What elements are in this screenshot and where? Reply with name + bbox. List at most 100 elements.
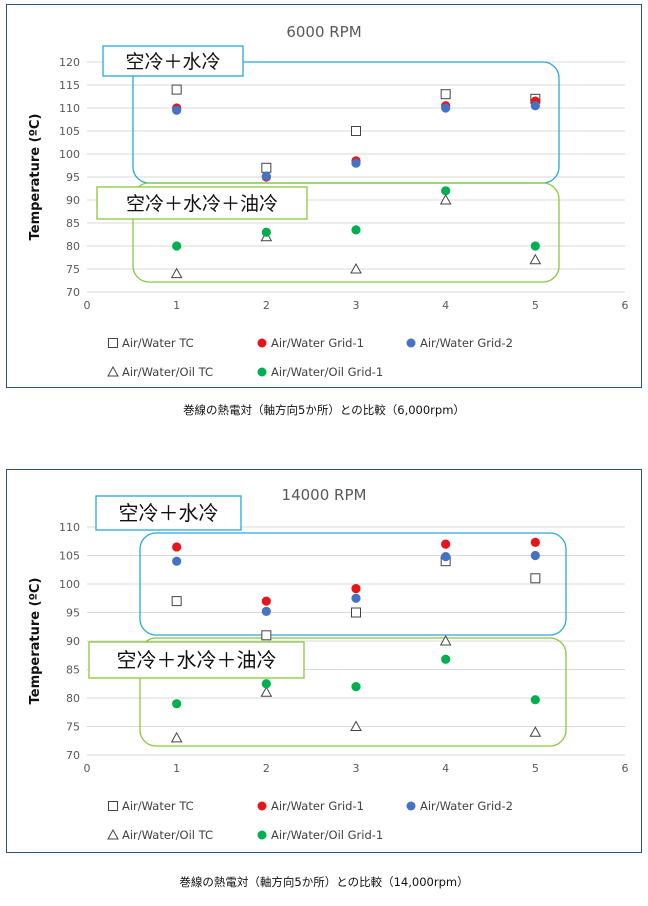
data-point <box>172 699 182 709</box>
chart-panel-6000rpm: 70 75 80 85 90 95 100 105 110 115 120 0 1 2 3 4 5 6 6000 R… <box>6 4 642 388</box>
legend-label: Air/Water/Oil Grid-1 <box>271 365 383 379</box>
data-point <box>172 542 182 552</box>
annotation-label: 空冷＋水冷 <box>119 501 219 525</box>
legend-label: Air/Water Grid-2 <box>420 799 513 813</box>
x-tick-label: 0 <box>84 299 91 312</box>
legend-marker <box>257 367 267 377</box>
chart-panel-14000rpm: 70 75 80 85 90 95 100 105 110 0 1 2 3 4 5 6 14000 RPM Tem… <box>6 469 642 853</box>
data-point <box>530 550 540 561</box>
annotation-label-box <box>96 186 308 220</box>
chart-title: 6000 RPM <box>286 23 361 41</box>
legend-marker <box>108 338 118 348</box>
y-tick-label: 100 <box>59 148 80 161</box>
legend-label: Air/Water Grid-2 <box>420 336 513 350</box>
data-point <box>529 253 542 265</box>
legend-marker <box>257 830 267 840</box>
chart-6000rpm: 70 75 80 85 90 95 100 105 110 115 120 0 1 2 3 4 5 6 6000 R… <box>28 23 629 379</box>
data-point <box>529 726 542 737</box>
data-point <box>170 267 183 279</box>
x-tick-label: 5 <box>532 762 539 775</box>
x-tick-label: 6 <box>622 762 629 775</box>
x-tick-label: 3 <box>353 762 360 775</box>
annotation-region-air-water <box>132 61 560 184</box>
data-point <box>351 583 361 594</box>
data-point <box>261 606 271 616</box>
figure-caption-6000rpm: 巻線の熱電対（軸方向5か所）との比較（6,000rpm） <box>183 403 465 417</box>
data-point <box>530 695 540 705</box>
data-point <box>172 105 182 115</box>
data-point <box>439 193 452 205</box>
data-point <box>351 126 361 136</box>
annotation-label: 空冷＋水冷＋油冷 <box>126 193 278 215</box>
data-point <box>351 593 361 603</box>
data-point <box>530 101 540 111</box>
legend-marker <box>406 801 416 811</box>
annotation-region-air-water <box>139 532 567 636</box>
x-tick-label: 2 <box>263 762 270 775</box>
chart-14000rpm: 70 75 80 85 90 95 100 105 110 0 1 2 3 4 5 6 14000 RPM Tem… <box>28 486 629 842</box>
data-point <box>351 682 361 692</box>
x-tick-label: 4 <box>442 299 449 312</box>
legend-label: Air/Water/Oil TC <box>122 365 213 379</box>
data-point <box>261 679 271 689</box>
y-tick-label: 100 <box>59 578 80 591</box>
legend-label: Air/Water Grid-1 <box>271 336 364 350</box>
x-tick-label: 2 <box>263 299 270 312</box>
legend-marker <box>257 338 267 348</box>
annotation-label: 空冷＋水冷＋油冷 <box>117 648 277 672</box>
y-tick-label: 70 <box>66 286 80 299</box>
legend-marker <box>257 801 267 811</box>
legend-label: Air/Water/Oil TC <box>122 828 213 842</box>
chart-title: 14000 RPM <box>282 486 367 504</box>
y-tick-label: 75 <box>66 263 80 276</box>
y-tick-label: 80 <box>66 240 80 253</box>
y-tick-label: 115 <box>59 79 80 92</box>
data-point <box>441 654 451 664</box>
legend-marker <box>107 828 119 840</box>
legend-marker <box>107 365 119 377</box>
y-tick-label: 85 <box>66 217 80 230</box>
y-tick-label: 70 <box>66 749 80 762</box>
x-tick-label: 4 <box>442 762 449 775</box>
annotation-region-air-water-oil <box>132 182 560 283</box>
data-point <box>350 262 362 274</box>
x-tick-label: 3 <box>353 299 360 312</box>
x-tick-label: 0 <box>84 762 91 775</box>
y-tick-label: 75 <box>66 721 80 734</box>
legend-marker <box>406 338 416 348</box>
x-tick-label: 6 <box>622 299 629 312</box>
x-tick-label: 1 <box>173 299 180 312</box>
legend-label: Air/Water TC <box>122 336 194 350</box>
y-tick-label: 85 <box>66 664 80 677</box>
legend-label: Air/Water/Oil Grid-1 <box>271 828 383 842</box>
data-point <box>441 539 451 549</box>
data-point <box>172 556 182 566</box>
data-point <box>351 607 361 618</box>
y-tick-label: 95 <box>66 607 80 620</box>
legend-label: Air/Water Grid-1 <box>271 799 364 813</box>
data-point <box>351 158 361 168</box>
y-tick-label: 105 <box>59 550 80 563</box>
data-point <box>530 573 541 584</box>
y-tick-label: 95 <box>66 171 80 184</box>
y-tick-label: 110 <box>59 521 80 534</box>
data-point <box>261 596 271 606</box>
data-point <box>439 634 452 646</box>
figure-caption-14000rpm: 巻線の熱電対（軸方向5か所）との比較（14,000rpm） <box>179 875 469 889</box>
data-point <box>530 537 540 547</box>
data-point <box>261 162 272 173</box>
y-tick-label: 90 <box>66 194 80 207</box>
data-point <box>172 241 182 251</box>
y-tick-label: 110 <box>59 102 80 115</box>
annotation-label: 空冷＋水冷 <box>125 51 220 73</box>
y-tick-label: 105 <box>59 125 80 138</box>
x-tick-label: 1 <box>173 762 180 775</box>
data-point <box>350 720 362 731</box>
annotation-region-air-water-oil <box>139 637 567 747</box>
data-point <box>351 225 361 235</box>
data-point <box>261 171 271 181</box>
data-point <box>441 552 451 562</box>
data-point <box>260 686 273 697</box>
y-axis-label: Temperature (ºC) <box>28 114 43 241</box>
y-tick-label: 120 <box>59 56 80 69</box>
